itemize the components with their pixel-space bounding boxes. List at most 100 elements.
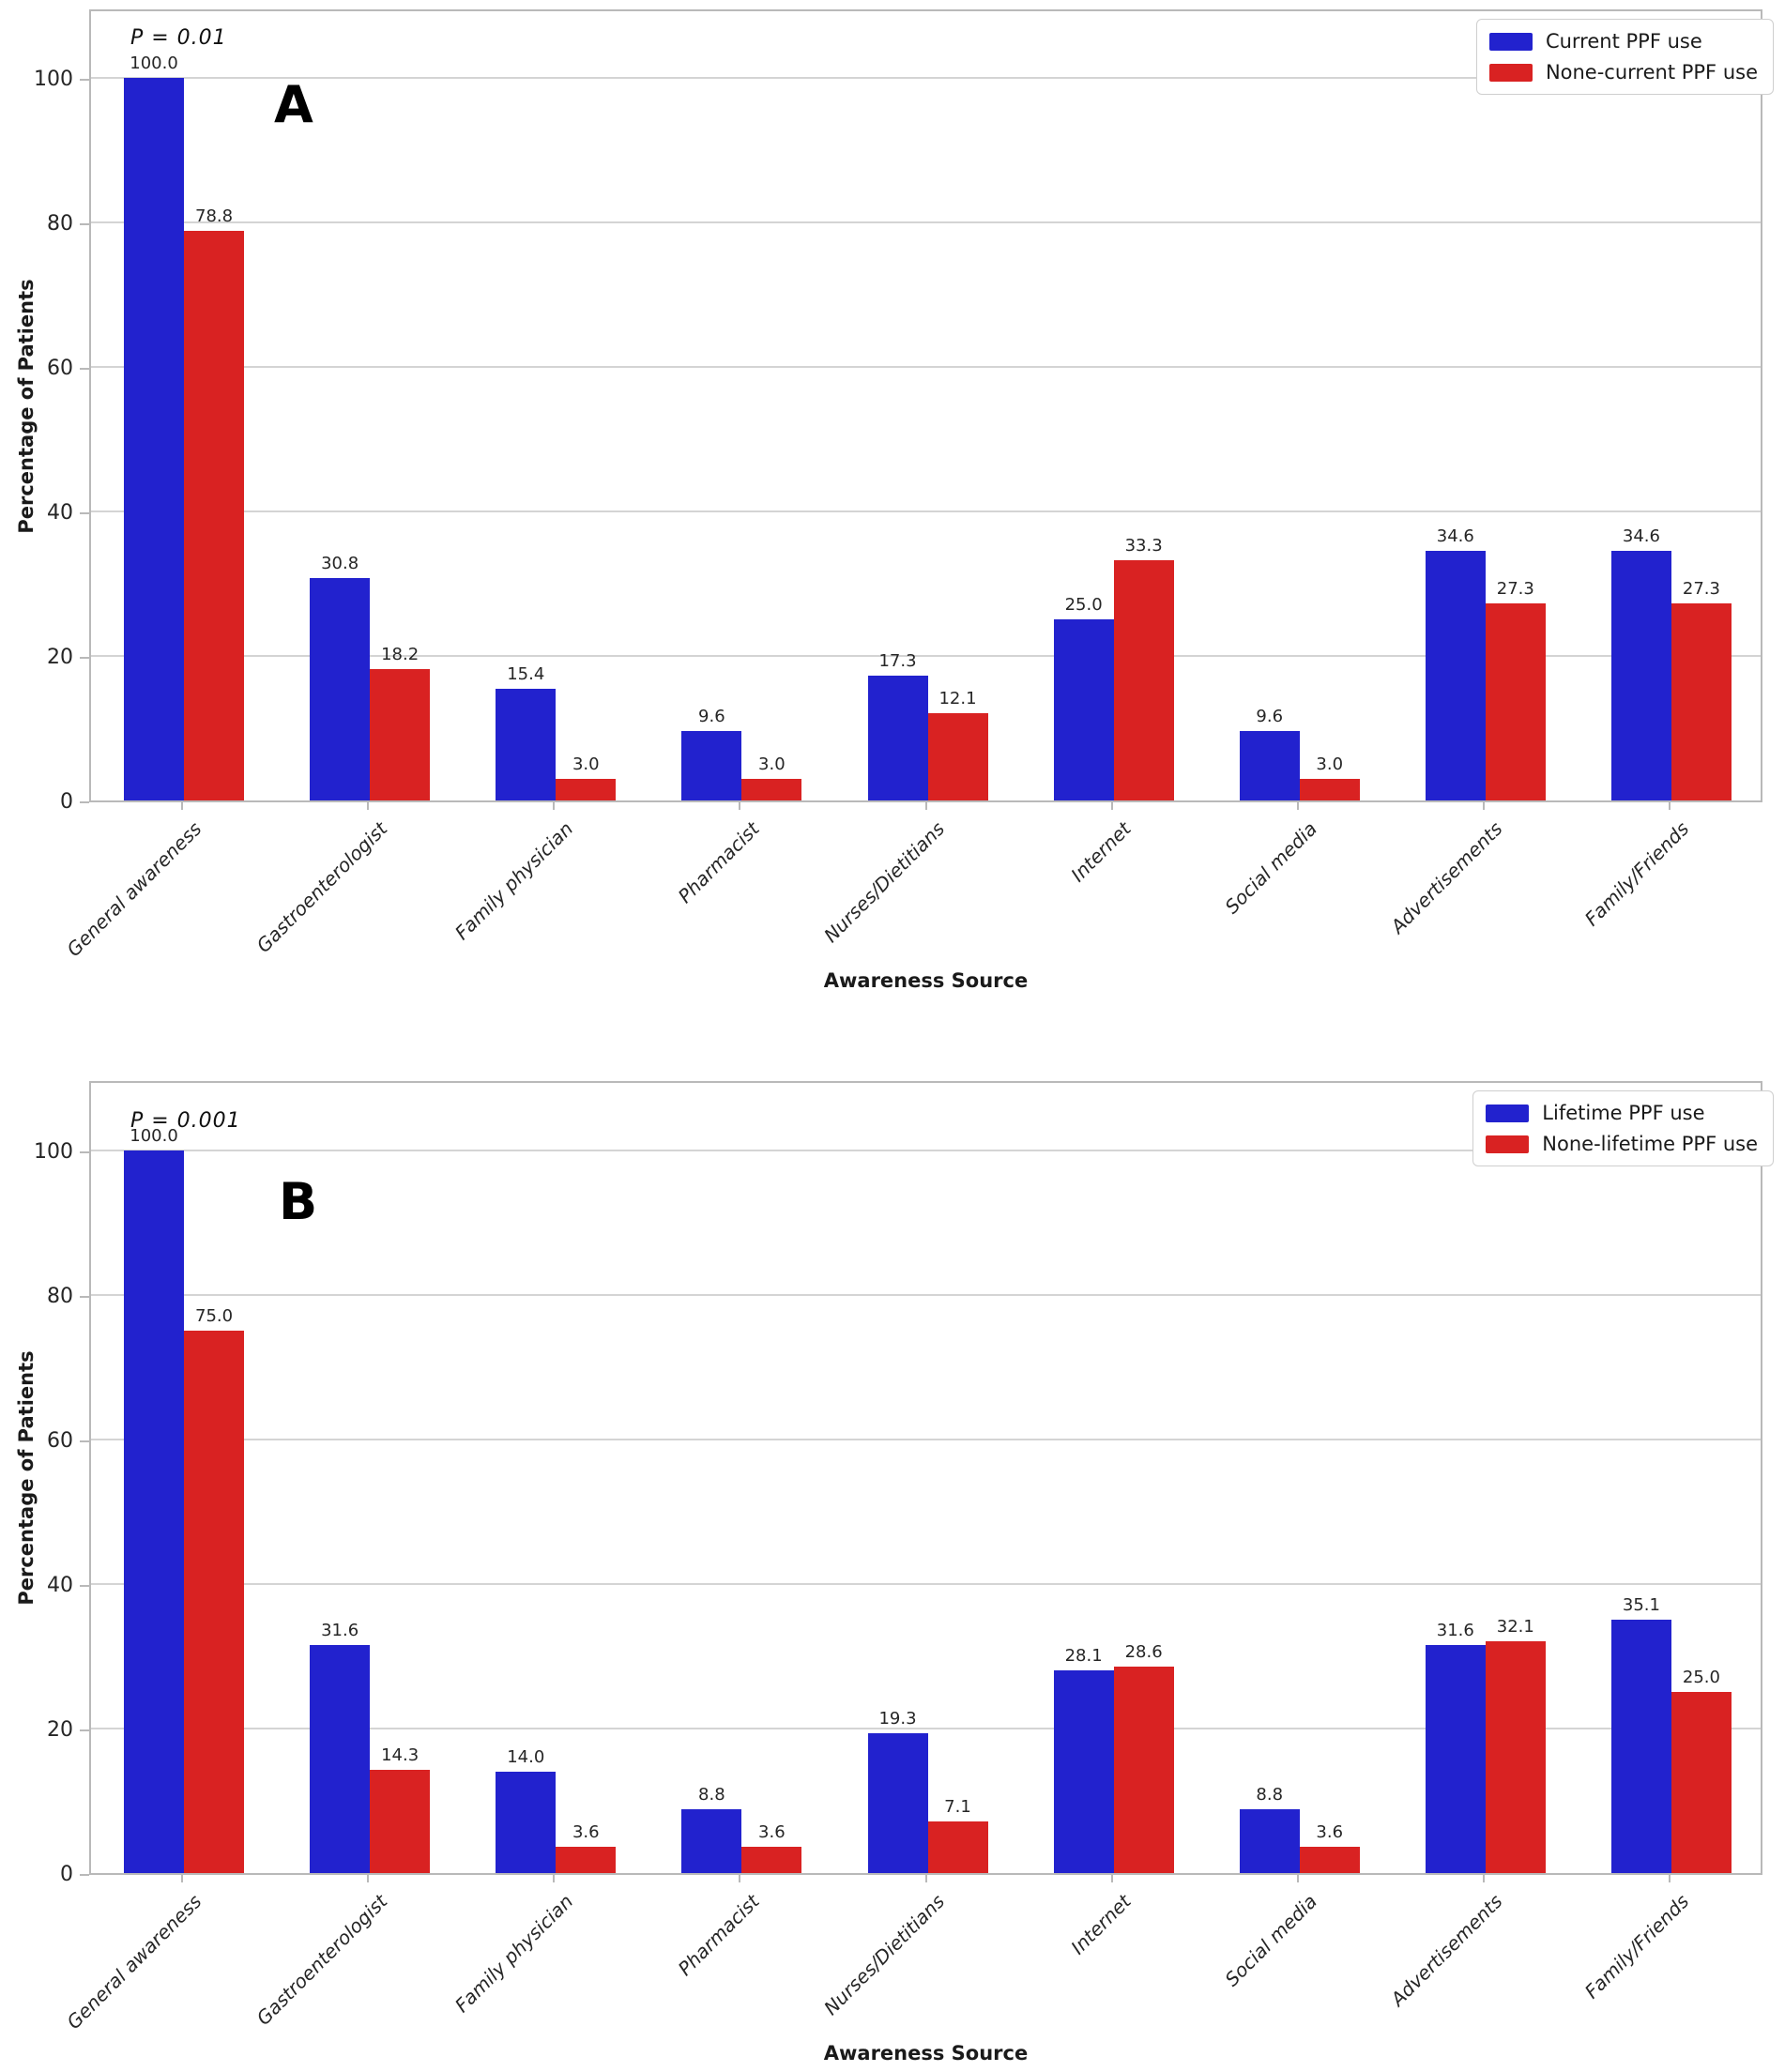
bar-blue-6 <box>1239 731 1300 800</box>
bar-value-label: 34.6 <box>1436 526 1474 546</box>
y-axis-title: Percentage of Patients <box>15 278 38 534</box>
x-tick-label-8: Family/Friends <box>1579 817 1693 931</box>
x-tick-mark <box>367 802 370 810</box>
bar-blue-5 <box>1053 619 1114 800</box>
panel-b: Percentage of Patients 100.0 75.0 31.6 14.3 1… <box>0 1036 1785 2072</box>
bar-value-label: 19.3 <box>878 1709 917 1729</box>
bar-value-label: 75.0 <box>195 1306 234 1326</box>
y-tick-label-80: 80 <box>47 212 73 236</box>
bar-value-label: 3.0 <box>758 754 786 774</box>
bar-red-6 <box>1299 1847 1360 1873</box>
bar-red-1 <box>370 1770 431 1873</box>
y-tick-label-0: 0 <box>60 1863 73 1886</box>
y-tick-mark <box>80 657 89 659</box>
bar-red-5 <box>1113 560 1174 800</box>
legend-row-0: Current PPF use <box>1488 30 1758 53</box>
y-tick-mark <box>80 368 89 370</box>
bar-value-label: 31.6 <box>321 1621 359 1640</box>
y-tick-label-100: 100 <box>34 1140 73 1164</box>
x-tick-mark <box>1296 1875 1299 1882</box>
y-tick-label-20: 20 <box>47 646 73 669</box>
bar-blue-8 <box>1610 1620 1671 1873</box>
y-tick-label-20: 20 <box>47 1718 73 1742</box>
legend: Current PPF use None-current PPF use <box>1475 19 1774 95</box>
bar-value-label: 25.0 <box>1682 1668 1720 1687</box>
bar-red-0 <box>184 1331 245 1873</box>
bar-value-label: 3.6 <box>572 1822 600 1842</box>
legend-row-1: None-lifetime PPF use <box>1486 1133 1758 1155</box>
bar-value-label: 17.3 <box>878 651 917 671</box>
y-tick-mark <box>80 512 89 514</box>
legend-row-0: Lifetime PPF use <box>1486 1102 1758 1124</box>
bar-blue-6 <box>1239 1809 1300 1873</box>
x-tick-label-3: Pharmacist <box>673 817 764 908</box>
gridline-y60 <box>91 1439 1761 1440</box>
y-tick-mark <box>80 1440 89 1442</box>
x-tick-label-8: Family/Friends <box>1579 1890 1693 2003</box>
bar-value-label: 100.0 <box>130 1126 178 1146</box>
gridline-y40 <box>91 1583 1761 1585</box>
y-tick-mark <box>80 1874 89 1876</box>
x-tick-mark <box>367 1875 370 1882</box>
bar-red-3 <box>741 779 802 800</box>
panel-letter-A: A <box>274 75 313 134</box>
bar-red-8 <box>1671 1692 1732 1873</box>
bar-value-label: 33.3 <box>1124 536 1163 556</box>
bar-value-label: 18.2 <box>381 645 420 664</box>
y-tick-label-0: 0 <box>60 790 73 814</box>
bar-blue-0 <box>124 78 185 800</box>
bar-value-label: 3.0 <box>572 754 600 774</box>
gridline-y20 <box>91 655 1761 657</box>
bar-red-8 <box>1671 603 1732 800</box>
x-tick-mark <box>924 1875 927 1882</box>
panel-a: Percentage of Patients 100.0 78.8 30.8 18.2 1… <box>15 9 1774 992</box>
bar-red-4 <box>927 1821 988 1873</box>
x-tick-mark <box>553 1875 556 1882</box>
bar-blue-2 <box>496 689 557 800</box>
bar-value-label: 30.8 <box>321 554 359 573</box>
bar-blue-3 <box>681 731 742 800</box>
x-axis-title: Awareness Source <box>823 2042 1029 2064</box>
legend-label-0: Lifetime PPF use <box>1542 1102 1705 1124</box>
plot-area-A: 100.0 78.8 30.8 18.2 15.4 3.0 9.6 3.0 17.3 12.1 25… <box>89 9 1774 802</box>
bar-blue-5 <box>1053 1670 1114 1873</box>
x-tick-label-0: General awareness <box>62 1890 206 2034</box>
bar-value-label: 78.8 <box>195 206 234 226</box>
gridline-y100 <box>91 1150 1761 1151</box>
x-tick-label-4: Nurses/Dietitians <box>819 817 950 947</box>
bar-value-label: 7.1 <box>944 1797 971 1817</box>
bar-red-2 <box>556 1847 617 1873</box>
bar-value-label: 3.0 <box>1316 754 1344 774</box>
y-axis-title: Percentage of Patients <box>15 1350 38 1606</box>
x-tick-mark <box>181 1875 184 1882</box>
legend-label-1: None-current PPF use <box>1545 61 1758 84</box>
x-tick-mark <box>1296 802 1299 810</box>
x-tick-mark <box>1482 1875 1485 1882</box>
bar-value-label: 14.0 <box>507 1747 545 1767</box>
legend-label-0: Current PPF use <box>1545 30 1702 53</box>
bar-value-label: 28.6 <box>1124 1642 1163 1662</box>
x-tick-label-2: Family physician <box>450 817 578 945</box>
bar-blue-8 <box>1610 551 1671 800</box>
y-tick-mark <box>80 1729 89 1731</box>
y-tick-mark <box>80 79 89 81</box>
bar-blue-2 <box>496 1772 557 1873</box>
gridline-y40 <box>91 510 1761 512</box>
x-tick-label-0: General awareness <box>62 817 206 962</box>
legend-swatch-blue <box>1488 32 1533 51</box>
x-tick-mark <box>1482 802 1485 810</box>
x-tick-label-1: Gastroenterologist <box>252 817 392 957</box>
y-tick-label-100: 100 <box>34 68 73 91</box>
bar-blue-7 <box>1425 551 1486 800</box>
bar-value-label: 3.6 <box>1316 1822 1344 1842</box>
gridline-y100 <box>91 77 1761 79</box>
x-tick-mark <box>1668 802 1671 810</box>
bar-blue-0 <box>124 1150 185 1873</box>
gridline-y20 <box>91 1728 1761 1729</box>
bar-blue-1 <box>310 578 371 800</box>
x-tick-label-5: Internet <box>1066 817 1136 887</box>
bar-value-label: 35.1 <box>1622 1595 1660 1615</box>
bar-value-label: 25.0 <box>1064 595 1103 615</box>
bar-value-label: 32.1 <box>1496 1617 1534 1637</box>
